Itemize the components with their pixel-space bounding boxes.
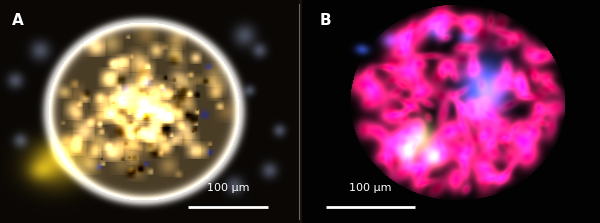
Text: 100 μm: 100 μm — [207, 183, 250, 193]
Text: 100 μm: 100 μm — [349, 183, 392, 193]
Text: A: A — [12, 13, 23, 28]
Text: B: B — [320, 13, 331, 28]
